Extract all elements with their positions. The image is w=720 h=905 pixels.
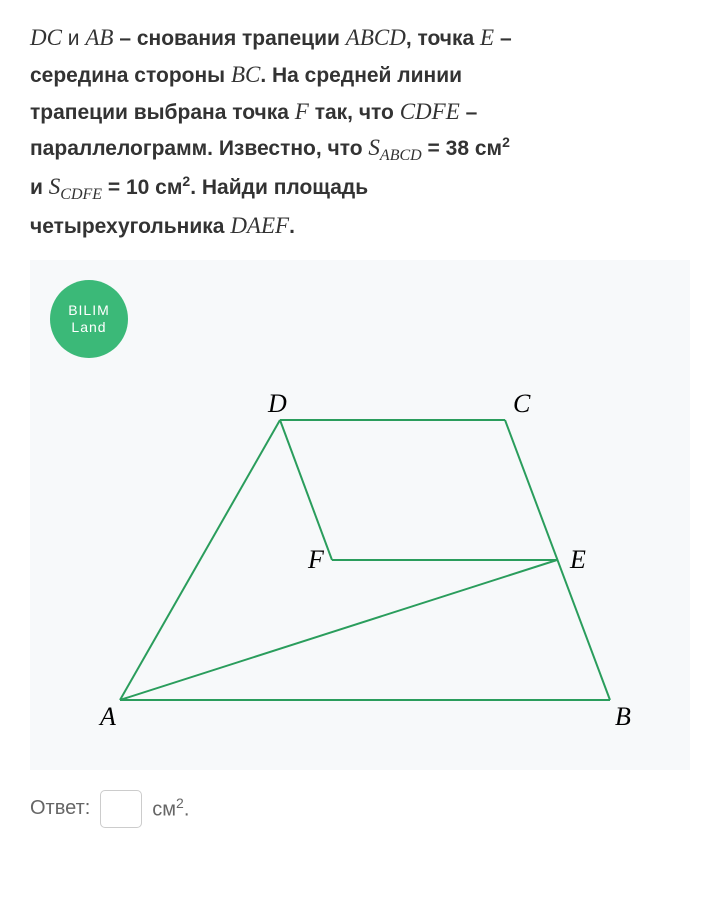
diagram-panel: BILIM Land A B C D E F (30, 260, 690, 770)
svg-text:C: C (513, 389, 531, 418)
svg-text:A: A (98, 702, 116, 731)
svg-text:E: E (569, 545, 586, 574)
answer-unit: см2. (152, 795, 189, 822)
math-var: ABCD (346, 25, 406, 50)
answer-label: Ответ: (30, 797, 90, 820)
math-var: S (49, 174, 61, 199)
svg-text:B: B (615, 702, 631, 731)
svg-text:F: F (307, 545, 325, 574)
bilim-land-logo: BILIM Land (50, 280, 128, 358)
math-sub: CDFE (60, 186, 102, 203)
math-var: DC (30, 25, 62, 50)
problem-statement: DC и AB – снования трапеции ABCD, точка … (30, 20, 690, 245)
math-var: DAEF (230, 213, 289, 238)
math-sub: ABCD (380, 148, 422, 165)
math-var: E (480, 25, 494, 50)
answer-row: Ответ: см2. (30, 790, 690, 828)
answer-input[interactable] (100, 790, 142, 828)
math-var: F (295, 99, 309, 124)
math-var: CDFE (400, 99, 460, 124)
math-var: BC (231, 62, 260, 87)
svg-text:D: D (267, 389, 287, 418)
geometry-diagram: A B C D E F (80, 380, 650, 750)
math-var: AB (85, 25, 113, 50)
math-var: S (368, 135, 380, 160)
